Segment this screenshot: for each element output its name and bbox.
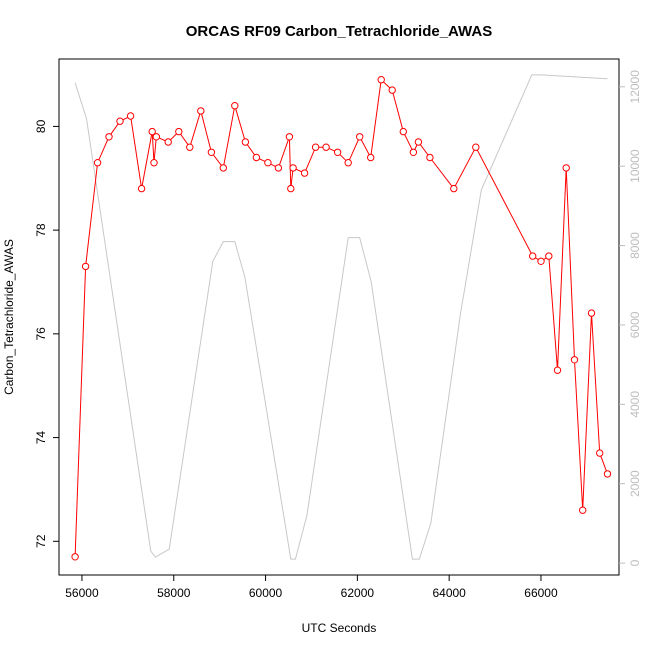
data-point bbox=[264, 159, 272, 167]
primary-series-line bbox=[74, 78, 608, 557]
data-point bbox=[472, 143, 480, 151]
data-point bbox=[274, 164, 283, 172]
y-axis-right: 0 2000 4000 6000 8000 10000 12000 bbox=[619, 70, 642, 566]
data-point bbox=[175, 127, 183, 136]
data-point bbox=[596, 449, 604, 457]
data-point bbox=[207, 148, 216, 157]
data-point bbox=[579, 506, 587, 514]
data-point bbox=[81, 262, 90, 271]
data-point bbox=[300, 169, 309, 177]
data-point bbox=[152, 133, 161, 141]
y-tick-label: 74 bbox=[34, 431, 48, 445]
x-tick-label: 56000 bbox=[65, 586, 99, 600]
data-point bbox=[545, 252, 553, 260]
x-tick-label: 60000 bbox=[249, 586, 283, 600]
y2-tick-label: 6000 bbox=[628, 311, 642, 338]
data-point bbox=[126, 112, 135, 120]
x-tick-label: 64000 bbox=[432, 586, 466, 600]
x-axis: 56000 58000 60000 62000 64000 66000 bbox=[65, 575, 558, 600]
data-point bbox=[93, 159, 102, 167]
data-point bbox=[137, 184, 146, 193]
data-point bbox=[399, 127, 407, 136]
y2-tick-label: 10000 bbox=[628, 149, 642, 183]
y-tick-label: 78 bbox=[34, 223, 48, 237]
data-point bbox=[333, 148, 342, 157]
data-point bbox=[529, 252, 537, 260]
y-tick-label: 80 bbox=[34, 119, 48, 133]
data-point bbox=[71, 553, 79, 561]
data-point bbox=[356, 133, 364, 141]
data-point bbox=[241, 138, 250, 146]
y2-tick-label: 8000 bbox=[628, 232, 642, 259]
x-tick-label: 66000 bbox=[524, 586, 558, 600]
data-point bbox=[562, 164, 570, 172]
y2-tick-label: 0 bbox=[628, 559, 642, 566]
x-tick-label: 58000 bbox=[157, 586, 191, 600]
data-point bbox=[603, 470, 612, 478]
data-point bbox=[322, 143, 330, 151]
y-tick-label: 76 bbox=[34, 327, 48, 341]
data-point bbox=[285, 133, 294, 141]
data-point bbox=[587, 309, 596, 317]
data-point bbox=[219, 164, 228, 172]
data-point bbox=[553, 366, 562, 374]
data-point bbox=[537, 257, 545, 265]
secondary-series-line bbox=[74, 74, 608, 560]
plot-frame bbox=[58, 58, 620, 576]
data-point bbox=[116, 117, 124, 125]
chart-title: ORCAS RF09 Carbon_Tetrachloride_AWAS bbox=[186, 23, 492, 40]
y-axis-left: 72 74 76 78 80 bbox=[34, 119, 59, 548]
data-point bbox=[231, 102, 239, 110]
data-point bbox=[252, 153, 261, 162]
y-axis-title: Carbon_Tetrachloride_AWAS bbox=[2, 239, 16, 395]
data-point bbox=[289, 164, 297, 172]
data-point bbox=[409, 148, 418, 157]
data-point bbox=[377, 76, 385, 84]
data-point bbox=[570, 356, 579, 364]
data-point bbox=[311, 143, 320, 151]
data-point bbox=[367, 153, 375, 162]
y2-tick-label: 12000 bbox=[628, 70, 642, 104]
data-point bbox=[150, 159, 158, 167]
data-point bbox=[388, 86, 396, 94]
x-axis-title: UTC Seconds bbox=[302, 621, 377, 635]
y-tick-label: 72 bbox=[34, 534, 48, 548]
data-point bbox=[148, 127, 156, 136]
data-point bbox=[414, 138, 423, 146]
data-point bbox=[450, 184, 458, 193]
y2-tick-label: 2000 bbox=[628, 470, 642, 497]
data-point bbox=[197, 107, 205, 115]
data-point bbox=[344, 159, 352, 167]
y2-tick-label: 4000 bbox=[628, 391, 642, 418]
data-point bbox=[164, 138, 172, 146]
data-point bbox=[426, 153, 434, 162]
x-tick-label: 62000 bbox=[341, 586, 375, 600]
primary-series-points bbox=[71, 76, 612, 561]
data-point bbox=[287, 184, 295, 193]
data-point bbox=[186, 143, 194, 151]
data-point bbox=[105, 133, 113, 141]
